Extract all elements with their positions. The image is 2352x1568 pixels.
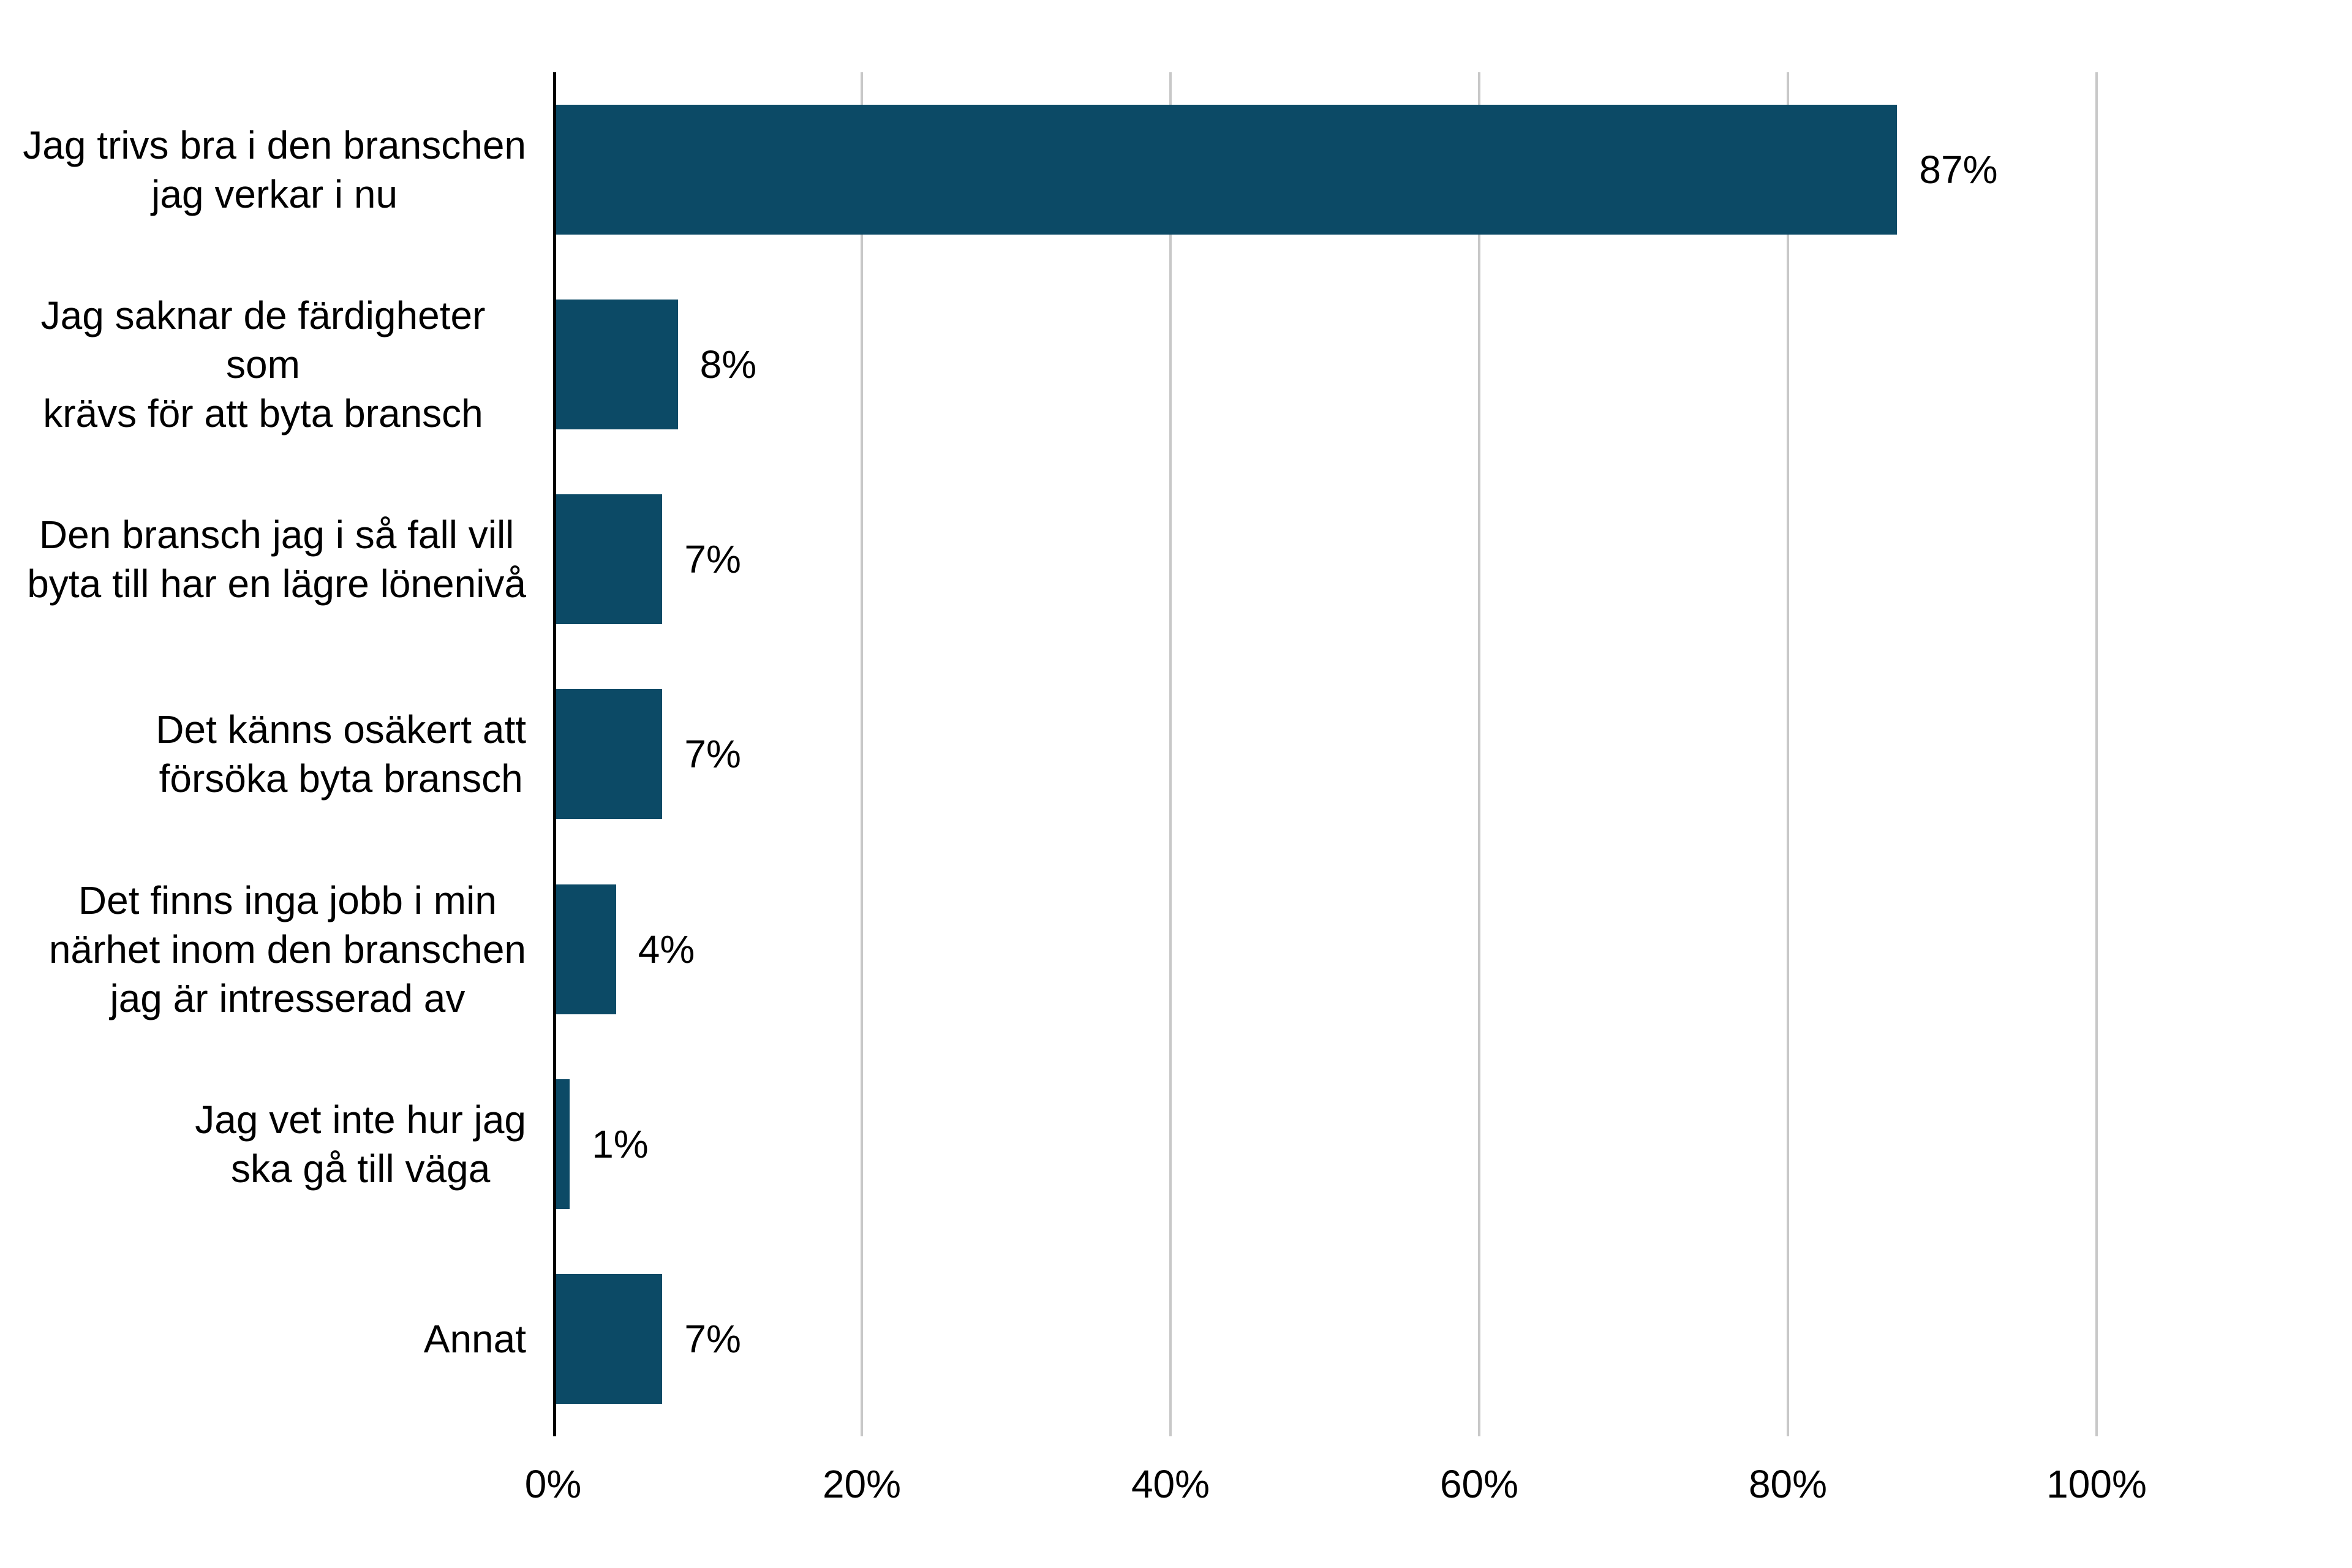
x-tick-label: 60% (1439, 1462, 1519, 1506)
x-tick-label: 0% (524, 1462, 582, 1506)
y-axis-line (553, 72, 556, 1436)
category-label: Jag saknar de färdigheter som krävs för … (40, 293, 486, 436)
category-label: Det känns osäkert att försöka byta brans… (156, 707, 526, 801)
bar-value-label: 7% (684, 1316, 741, 1361)
bar-value-label: 7% (684, 732, 741, 777)
bar-value-label: 87% (1919, 148, 1998, 192)
gridline-100 (2095, 72, 2098, 1436)
category-row: Det finns inga jobb i min närhet inom de… (0, 852, 526, 1047)
bar-row: 4% (553, 852, 2352, 1047)
gridline-80 (1787, 72, 1789, 1436)
gridline-60 (1478, 72, 1480, 1436)
bar (554, 1273, 663, 1404)
gridline-20 (861, 72, 863, 1436)
plot-area: 87% 8% 7% 7% 4% 1% (553, 72, 2352, 1436)
category-label: Den bransch jag i så fall vill byta till… (27, 513, 526, 606)
bar-value-label: 1% (592, 1121, 649, 1166)
category-label: Annat (423, 1316, 526, 1361)
category-row: Den bransch jag i så fall vill byta till… (0, 462, 526, 657)
bar-value-label: 8% (699, 342, 757, 387)
bar (554, 300, 678, 430)
bar-row: 87% (553, 72, 2352, 267)
bar-row: 1% (553, 1047, 2352, 1242)
gridline-40 (1169, 72, 1172, 1436)
bar-series: 87% 8% 7% 7% 4% 1% (553, 72, 2352, 1436)
bar (554, 1079, 570, 1209)
bar-row: 7% (553, 1242, 2352, 1436)
x-tick-label: 100% (2046, 1462, 2147, 1506)
category-label: Jag trivs bra i den branschen jag verkar… (23, 123, 526, 217)
category-label: Jag vet inte hur jag ska gå till väga (195, 1097, 526, 1191)
bar-value-label: 7% (684, 537, 741, 582)
bar (554, 105, 1898, 235)
x-tick-label: 80% (1748, 1462, 1828, 1506)
category-row: Jag saknar de färdigheter som krävs för … (0, 267, 526, 462)
bar-value-label: 4% (638, 927, 695, 971)
bar (554, 884, 616, 1014)
x-axis: 0% 20% 40% 60% 80% 100% (0, 1461, 2352, 1516)
x-tick-label: 40% (1131, 1462, 1210, 1506)
category-row: Det känns osäkert att försöka byta brans… (0, 657, 526, 851)
category-row: Jag vet inte hur jag ska gå till väga (0, 1047, 526, 1242)
category-row: Jag trivs bra i den branschen jag verkar… (0, 72, 526, 267)
bar-row: 7% (553, 657, 2352, 851)
bar (554, 494, 663, 625)
category-row: Annat (0, 1242, 526, 1436)
bar-row: 7% (553, 462, 2352, 657)
category-axis: Jag trivs bra i den branschen jag verkar… (0, 72, 526, 1436)
bar (554, 689, 663, 820)
bar-row: 8% (553, 267, 2352, 462)
x-tick-label: 20% (822, 1462, 902, 1506)
category-label: Det finns inga jobb i min närhet inom de… (48, 878, 526, 1020)
